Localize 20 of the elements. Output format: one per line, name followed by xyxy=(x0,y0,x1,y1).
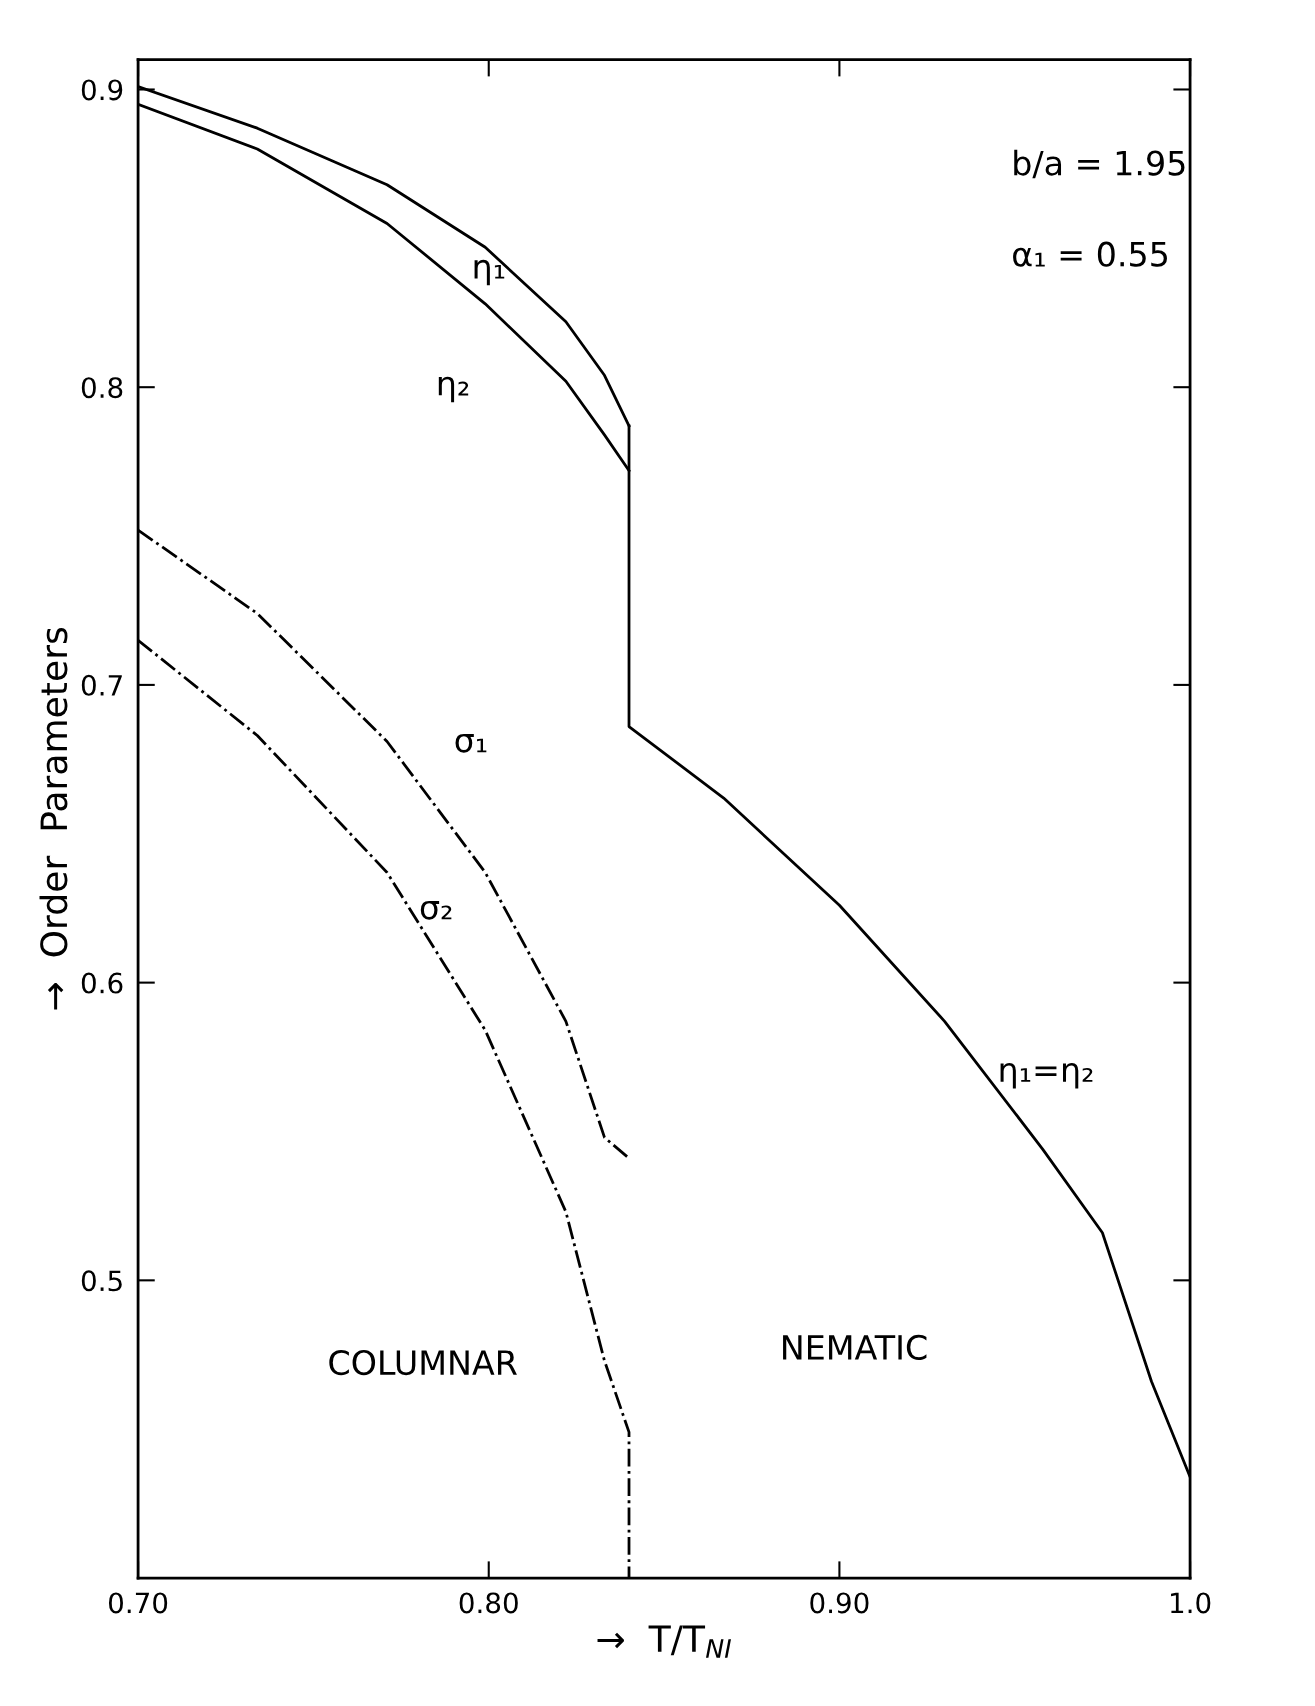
annotation: η₂ xyxy=(438,376,469,403)
annotation: COLUMNAR xyxy=(329,1349,517,1376)
annotation: NEMATIC xyxy=(783,1334,927,1360)
y-tick-label: 0.8 xyxy=(81,377,123,399)
annotation: η₁ xyxy=(474,259,505,286)
y-tick-label: 0.5 xyxy=(81,1270,122,1292)
x-axis-title: → T/T$_{NI}$ xyxy=(597,1625,731,1658)
x-tick-label: 0.80 xyxy=(459,1592,518,1614)
y-tick-label: 0.7 xyxy=(81,674,122,696)
x-tick-label: 0.90 xyxy=(810,1592,869,1614)
annotation: α₁ = 0.55 xyxy=(1013,241,1167,267)
y-tick-label: 0.9 xyxy=(81,79,123,101)
annotation: σ₂ xyxy=(420,900,452,920)
x-tick-label: 0.70 xyxy=(108,1592,168,1614)
y-tick-label: 0.6 xyxy=(81,972,123,994)
annotation: η₁=η₂ xyxy=(1000,1062,1093,1089)
annotation: σ₁ xyxy=(455,733,487,753)
y-axis-title: → Order Parameters xyxy=(39,627,68,1010)
x-tick-label: 1.0 xyxy=(1171,1592,1211,1614)
annotation: b/a = 1.95 xyxy=(1014,149,1185,179)
